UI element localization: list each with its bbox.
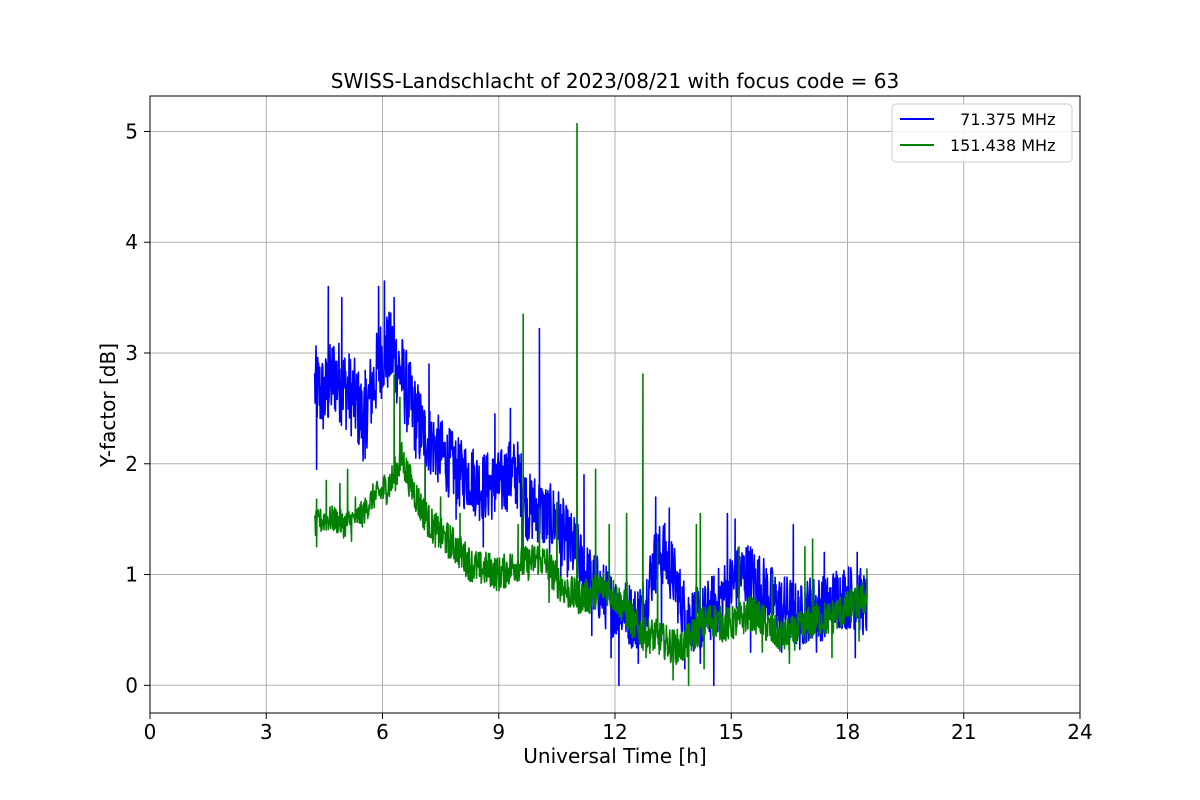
x-tick-label: 15 xyxy=(719,720,744,744)
x-tick-label: 18 xyxy=(835,720,860,744)
x-tick-label: 12 xyxy=(602,720,627,744)
x-axis-ticks: 0 3 6 9 12 15 18 21 24 xyxy=(144,713,1093,744)
y-tick-label: 5 xyxy=(125,119,138,143)
x-tick-label: 24 xyxy=(1067,720,1092,744)
y-tick-label: 1 xyxy=(125,563,138,587)
series-line-151mhz xyxy=(313,122,868,687)
x-tick-label: 6 xyxy=(376,720,389,744)
y-axis-ticks: 0 1 2 3 4 5 xyxy=(125,119,150,697)
y-axis-label: Y-factor [dB] xyxy=(96,343,120,468)
series-lines xyxy=(313,122,868,687)
legend-label-151mhz: 151.438 MHz xyxy=(950,136,1055,155)
chart-title: SWISS-Landschlacht of 2023/08/21 with fo… xyxy=(331,69,899,93)
y-tick-label: 3 xyxy=(125,341,138,365)
x-tick-label: 3 xyxy=(260,720,273,744)
x-tick-label: 0 xyxy=(144,720,157,744)
legend-label-71mhz: 71.375 MHz xyxy=(950,110,1055,129)
x-axis-label: Universal Time [h] xyxy=(523,744,706,768)
legend-box xyxy=(891,103,1073,163)
y-tick-label: 2 xyxy=(125,452,138,476)
y-tick-label: 4 xyxy=(125,230,138,254)
x-tick-label: 21 xyxy=(951,720,976,744)
x-tick-label: 9 xyxy=(492,720,505,744)
legend: 71.375 MHz 151.438 MHz xyxy=(891,103,1073,163)
y-tick-label: 0 xyxy=(125,673,138,697)
